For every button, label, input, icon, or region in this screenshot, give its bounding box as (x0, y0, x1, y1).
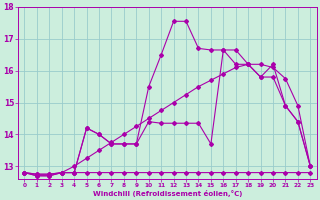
X-axis label: Windchill (Refroidissement éolien,°C): Windchill (Refroidissement éolien,°C) (93, 190, 242, 197)
